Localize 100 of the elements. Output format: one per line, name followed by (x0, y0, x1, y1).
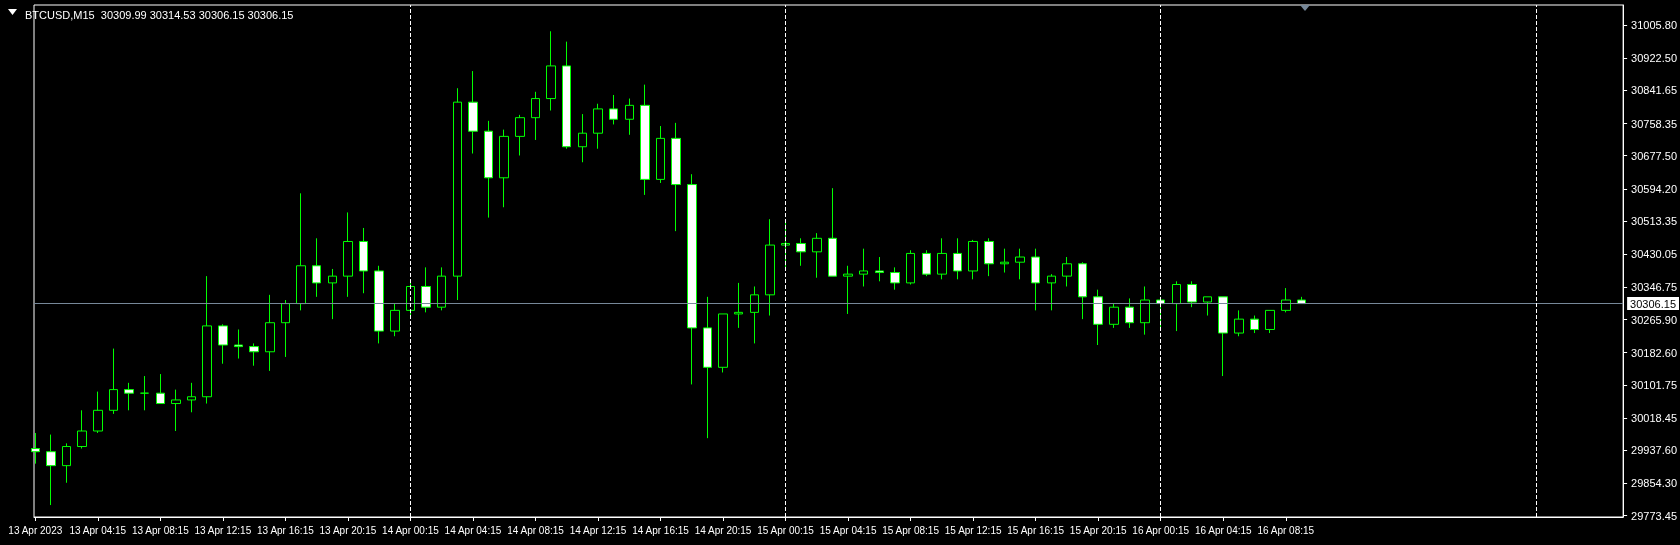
x-tick-label: 15 Apr 08:15 (882, 524, 940, 536)
x-tick-label: 15 Apr 12:15 (944, 524, 1002, 536)
candlestick (1031, 248, 1040, 311)
candlestick (453, 87, 462, 301)
x-tick-label: 14 Apr 16:15 (632, 524, 690, 536)
candlestick (1015, 248, 1025, 280)
candlestick (499, 129, 509, 208)
x-tick-label: 14 Apr 04:15 (444, 524, 502, 536)
y-tick-label: 31005.80 (1631, 18, 1678, 31)
chart-title: BTCUSD,M15 30309.99 30314.53 30306.15 30306.15 (25, 8, 294, 21)
candlestick (109, 348, 118, 415)
x-tick-label: 14 Apr 12:15 (569, 524, 627, 536)
candlestick (562, 41, 571, 150)
candlestick (812, 232, 822, 279)
x-tick-label: 14 Apr 08:15 (507, 524, 565, 536)
candlestick (218, 323, 228, 365)
x-tick-label: 16 Apr 00:15 (1132, 524, 1190, 536)
candlestick (703, 296, 712, 439)
x-tick-label: 13 Apr 04:15 (69, 524, 127, 536)
x-tick-label: 15 Apr 16:15 (1007, 524, 1065, 536)
candlestick (343, 211, 353, 298)
candlestick (1140, 285, 1150, 336)
candlestick (93, 391, 103, 434)
candlestick (843, 265, 853, 315)
y-tick-label: 30265.90 (1631, 313, 1678, 326)
x-tick-label: 15 Apr 00:15 (757, 524, 815, 536)
y-tick-label: 30346.75 (1631, 281, 1678, 294)
candlestick (1062, 256, 1072, 287)
candlestick (421, 266, 431, 313)
candlestick (937, 237, 947, 280)
y-tick-label: 30182.60 (1631, 346, 1678, 359)
x-tick-label: 16 Apr 08:15 (1257, 524, 1315, 536)
ref-line-label: 30306.15 (1630, 297, 1677, 310)
candlestick (593, 103, 603, 150)
candlestick (1109, 303, 1119, 329)
candlestick (1172, 280, 1181, 332)
candlestick (718, 313, 728, 373)
candlestick (609, 94, 618, 125)
y-tick-label: 29937.60 (1631, 444, 1678, 457)
candlestick (437, 266, 446, 311)
y-tick-label: 30018.45 (1631, 412, 1678, 425)
x-tick-label: 13 Apr 20:15 (319, 524, 377, 536)
x-tick-label: 13 Apr 2023 (8, 524, 63, 536)
candlestick (140, 375, 149, 411)
candlestick (1203, 296, 1212, 317)
y-tick-label: 29854.30 (1631, 477, 1678, 490)
y-tick-label: 30430.05 (1631, 248, 1678, 261)
candlestick (1187, 280, 1197, 308)
candlestick (312, 237, 321, 298)
candlestick (531, 91, 540, 141)
candlestick (859, 248, 868, 287)
candlestick (187, 382, 196, 413)
candlestick (734, 282, 743, 329)
candlestick (515, 114, 525, 156)
candlestick (1265, 309, 1275, 334)
candlestick (62, 442, 71, 484)
candlestick (750, 285, 759, 344)
x-tick-label: 16 Apr 04:15 (1194, 524, 1253, 536)
y-tick-label: 30677.50 (1631, 149, 1678, 162)
candlestick (484, 120, 493, 219)
candlestick (328, 268, 337, 320)
candlestick (249, 342, 259, 367)
y-tick-label: 30594.20 (1631, 182, 1678, 195)
y-tick-label: 29773.45 (1631, 509, 1678, 522)
candlestick (875, 256, 884, 282)
candlestick (296, 192, 306, 311)
candlestick (687, 173, 697, 385)
y-tick-label: 30841.65 (1631, 84, 1678, 97)
candlestick (656, 125, 665, 184)
candlestick (156, 373, 165, 405)
candlestick (46, 434, 56, 506)
candlestick (124, 382, 134, 411)
candlestick (968, 239, 978, 280)
candlestick (77, 409, 87, 450)
candlestick (1047, 273, 1056, 311)
candlestick (1218, 296, 1228, 377)
candlestick (1281, 287, 1291, 313)
candlestick (796, 237, 806, 267)
candlestick (234, 328, 243, 360)
candlestick (1250, 315, 1259, 334)
candlestick (202, 275, 212, 405)
candlestick (546, 30, 556, 112)
x-tick-label: 13 Apr 12:15 (194, 524, 252, 536)
x-tick-label: 13 Apr 08:15 (131, 524, 190, 536)
y-tick-label: 30513.35 (1631, 215, 1678, 228)
candlestick (828, 187, 837, 277)
y-tick-label: 30758.35 (1631, 117, 1678, 130)
candlestick (1078, 261, 1087, 320)
y-tick-label: 30922.50 (1631, 52, 1678, 65)
candlestick (1234, 309, 1244, 337)
candlestick (359, 227, 368, 294)
candlestick (1125, 297, 1134, 329)
x-tick-label: 14 Apr 00:15 (382, 524, 440, 536)
candlestick (1093, 289, 1103, 346)
candlestick (468, 70, 478, 154)
candlestick (984, 237, 994, 277)
x-tick-label: 15 Apr 20:15 (1069, 524, 1127, 536)
candlestick (171, 389, 181, 432)
candlestick (374, 265, 384, 344)
x-tick-label: 13 Apr 16:15 (257, 524, 315, 536)
